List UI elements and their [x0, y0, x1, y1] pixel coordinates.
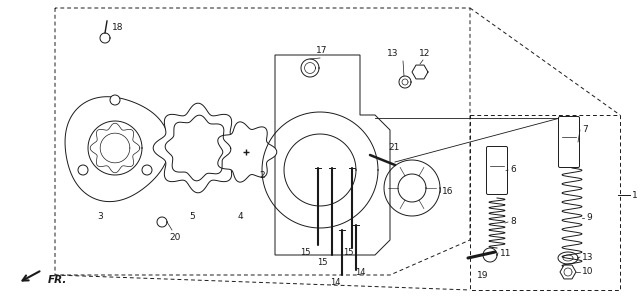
Text: 21: 21 [388, 144, 399, 153]
Text: 3: 3 [97, 212, 103, 221]
Text: 14: 14 [355, 268, 365, 277]
Text: 18: 18 [112, 23, 124, 32]
Text: 15: 15 [317, 258, 327, 267]
Text: 5: 5 [189, 212, 195, 221]
Text: 6: 6 [510, 166, 516, 175]
Text: 12: 12 [419, 49, 431, 58]
Text: 15: 15 [343, 248, 353, 257]
Polygon shape [275, 55, 390, 255]
Text: 10: 10 [582, 268, 593, 277]
Text: 2: 2 [259, 170, 265, 179]
Circle shape [78, 165, 88, 175]
Text: 13: 13 [387, 49, 398, 58]
Circle shape [142, 165, 152, 175]
Polygon shape [560, 265, 576, 279]
Polygon shape [65, 97, 170, 202]
Text: 11: 11 [500, 249, 511, 257]
FancyBboxPatch shape [559, 116, 579, 167]
Text: 20: 20 [170, 233, 180, 242]
Text: 14: 14 [330, 278, 340, 287]
Text: 7: 7 [582, 126, 588, 135]
Text: 13: 13 [582, 253, 593, 262]
Text: 17: 17 [316, 46, 328, 55]
Text: 1: 1 [632, 191, 637, 200]
Text: FR.: FR. [48, 275, 67, 285]
Circle shape [110, 95, 120, 105]
Polygon shape [218, 122, 276, 182]
Text: 19: 19 [477, 271, 489, 280]
Text: 16: 16 [442, 188, 454, 197]
Polygon shape [153, 103, 243, 193]
Text: 4: 4 [237, 212, 243, 221]
Text: 15: 15 [300, 248, 310, 257]
FancyBboxPatch shape [486, 147, 508, 194]
Text: 8: 8 [510, 218, 516, 226]
Text: 9: 9 [586, 213, 592, 222]
